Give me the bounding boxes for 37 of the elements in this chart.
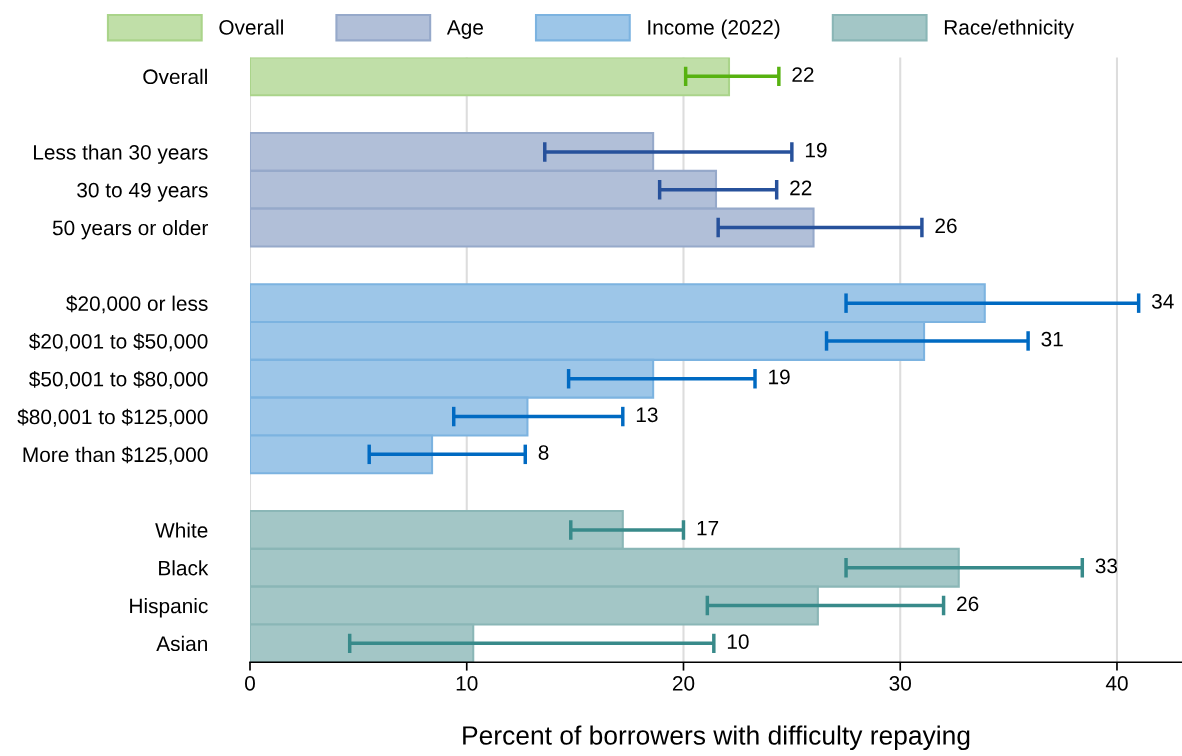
x-tick-label: 40 [1105, 676, 1128, 691]
annotation: 17 [697, 521, 719, 536]
annotation: 33 [1095, 558, 1118, 574]
y-tick-label: Hispanic [130, 598, 208, 618]
legend-label: Age [446, 20, 483, 39]
y-tick-label: 50 years or older [52, 220, 208, 240]
y-tick-label: $20,000 or less [66, 295, 208, 314]
annotation: 26 [957, 596, 979, 612]
x-axis-title: Percent of borrowers with difficulty repaying [463, 725, 970, 751]
annotation: 26 [935, 218, 957, 234]
annotation: 8 [538, 445, 549, 460]
annotation: 19 [805, 142, 827, 158]
y-tick-label: Overall [143, 68, 207, 85]
annotation: 13 [636, 407, 658, 423]
x-tick-label: 0 [245, 676, 255, 691]
y-tick-label: $50,001 to $80,000 [29, 370, 208, 389]
y-tick-label: Asian [156, 635, 207, 652]
legend-label: Overall [219, 19, 283, 35]
x-tick-label: 20 [672, 676, 695, 691]
y-tick-label: $20,001 to $50,000 [29, 333, 208, 352]
y-tick-label: 30 to 49 years [77, 182, 208, 202]
y-tick-label: More than $125,000 [23, 446, 208, 465]
y-tick-label: $80,001 to $125,000 [17, 408, 208, 427]
y-tick-label: Black [159, 560, 209, 576]
x-tick-label: 30 [889, 676, 911, 691]
annotation: 34 [1151, 294, 1174, 309]
annotation: 19 [769, 369, 790, 385]
annotation: 10 [727, 634, 749, 649]
y-tick-label: White [155, 522, 208, 538]
bar [249, 57, 731, 97]
annotation: 31 [1041, 331, 1063, 347]
annotation: 22 [792, 67, 814, 82]
x-tick-label: 10 [456, 676, 478, 691]
y-tick-label: Less than 30 years [34, 144, 208, 164]
legend-label: Race/ethnicity [944, 19, 1075, 39]
annotation: 22 [790, 180, 812, 196]
legend-label: Income (2022) [648, 19, 780, 39]
